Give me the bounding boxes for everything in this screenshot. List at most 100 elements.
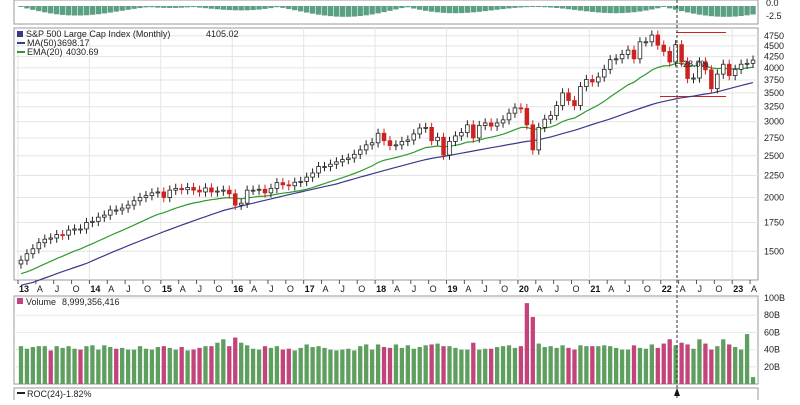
top-panel-bar xyxy=(393,6,399,10)
top-panel-bar xyxy=(131,6,137,9)
top-panel-bar xyxy=(667,6,673,9)
volume-bar xyxy=(512,347,518,384)
candle-body xyxy=(661,44,666,52)
volume-bar xyxy=(715,346,720,384)
top-panel-bar xyxy=(708,6,715,17)
top-panel-bar xyxy=(196,6,203,8)
top-panel-bar xyxy=(601,6,607,13)
candle-body xyxy=(215,190,220,193)
top-panel-bar xyxy=(298,6,304,12)
top-panel-bar xyxy=(363,6,369,16)
volume-bar xyxy=(602,345,607,384)
top-panel-bar xyxy=(464,6,471,13)
candle-body xyxy=(149,192,155,197)
top-panel-bar xyxy=(256,6,262,10)
price-y-tick-label: 2750 xyxy=(764,133,784,143)
volume-bar xyxy=(268,347,274,384)
candle-body xyxy=(102,214,107,218)
top-axis-label-0: 0.0 xyxy=(766,0,779,8)
volume-bar xyxy=(697,339,702,384)
top-panel-bar xyxy=(292,6,298,11)
candle-body xyxy=(429,126,434,142)
top-panel-bar xyxy=(184,6,191,8)
volume-bar xyxy=(72,348,77,384)
volume-bar xyxy=(167,347,172,384)
candle-body xyxy=(304,176,309,182)
volume-bar xyxy=(578,345,583,384)
volume-bar xyxy=(102,345,107,384)
x-axis-label: 20 xyxy=(519,284,529,294)
volume-bar xyxy=(727,344,732,384)
top-panel-bar xyxy=(571,6,578,10)
candle-body xyxy=(131,200,137,206)
volume-bar xyxy=(703,343,708,384)
volume-bar xyxy=(661,343,666,384)
candle-body xyxy=(78,228,83,231)
drawdown-annotation: -28.0% xyxy=(680,59,709,69)
candle-body xyxy=(590,79,595,83)
volume-bar xyxy=(596,346,601,384)
candle-body xyxy=(465,124,470,134)
top-panel-bars xyxy=(18,6,756,17)
volume-bar xyxy=(256,349,262,384)
candle-body xyxy=(375,132,381,144)
volume-bar xyxy=(286,348,291,384)
top-panel-bar xyxy=(423,6,429,11)
volume-bar xyxy=(649,344,654,384)
top-panel-bar xyxy=(375,6,381,14)
candle-body xyxy=(36,242,42,250)
top-panel-bar xyxy=(750,6,756,15)
candle-body xyxy=(471,124,476,139)
volume-bar xyxy=(500,346,506,384)
candle-body xyxy=(72,228,77,231)
marker-arrow xyxy=(674,388,680,396)
x-axis-label: 15 xyxy=(162,284,172,294)
candle-body xyxy=(24,253,30,261)
top-panel-bar xyxy=(36,6,42,12)
volume-bar xyxy=(340,349,345,384)
top-panel-bar xyxy=(262,6,268,9)
candle-body xyxy=(340,159,345,163)
x-axis-label: A xyxy=(680,284,686,294)
top-panel-bar xyxy=(506,6,512,9)
top-panel-bar xyxy=(476,6,482,12)
candle-body xyxy=(494,122,500,127)
x-axis-label: 21 xyxy=(590,284,600,294)
candle-body xyxy=(352,153,357,159)
x-axis-label: O xyxy=(501,284,508,294)
top-panel-bar xyxy=(565,6,572,10)
candle-body xyxy=(167,189,173,198)
x-axis-label: 19 xyxy=(448,284,458,294)
top-panel-bar xyxy=(214,6,221,10)
candle-body xyxy=(197,189,202,193)
top-panel-bar xyxy=(208,6,215,9)
volume-bar xyxy=(560,345,565,384)
candle-body xyxy=(161,191,167,198)
volume-bar xyxy=(42,346,47,384)
candle-body xyxy=(435,136,440,142)
volume-bar xyxy=(244,345,250,384)
volume-bar xyxy=(131,349,137,384)
x-axis-label: A xyxy=(751,284,757,294)
volume-bar xyxy=(536,343,541,384)
top-panel-bar xyxy=(101,6,107,14)
volume-bar xyxy=(334,350,339,384)
candle-body xyxy=(179,187,184,191)
top-panel-bar xyxy=(173,6,179,8)
volume-bar xyxy=(90,345,95,384)
candle-body xyxy=(447,140,452,156)
volume-value: 8,999,356,416 xyxy=(62,297,120,307)
volume-bar xyxy=(554,347,559,384)
candle-body xyxy=(292,181,297,187)
volume-bar xyxy=(155,347,161,384)
candle-body xyxy=(524,108,530,126)
volume-bar xyxy=(524,303,530,384)
volume-bar xyxy=(60,347,65,384)
x-axis-label: A xyxy=(108,284,114,294)
top-panel-bar xyxy=(726,6,732,17)
top-axis-label-1: -2.5 xyxy=(766,11,782,21)
price-y-tick-label: 1500 xyxy=(764,246,784,256)
volume-bar xyxy=(185,350,190,384)
top-panel-bar xyxy=(268,6,274,9)
candle-body xyxy=(48,237,53,240)
